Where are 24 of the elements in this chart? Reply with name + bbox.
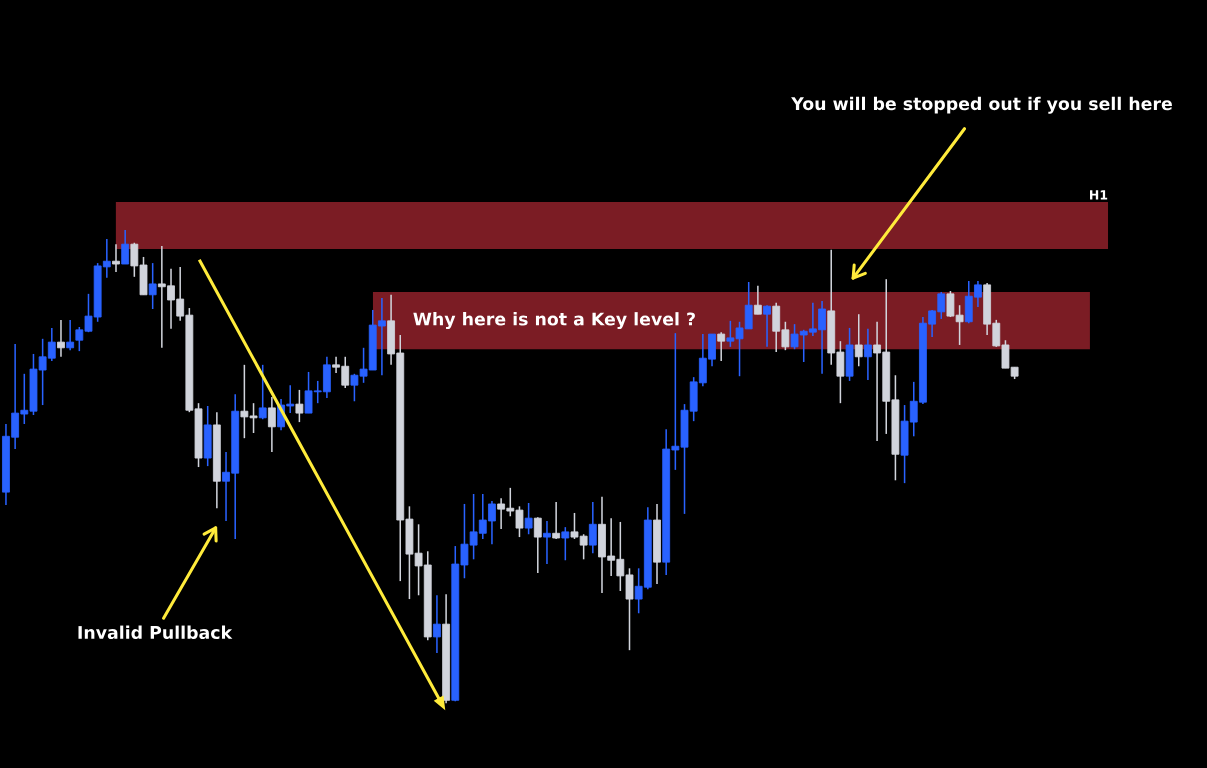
candlestick [588,501,597,554]
candlestick [295,389,304,423]
candlestick [66,319,75,351]
candlestick [57,319,65,358]
candlestick [121,229,130,265]
candlestick [561,526,570,562]
candlestick [148,262,157,310]
candlestick [753,285,762,315]
candlestick [524,502,533,536]
candlestick [112,243,120,273]
candlestick [533,516,542,574]
annotation: Invalid Pullback [78,625,233,640]
band-label: Why here is not a Key level ? [413,312,695,330]
candlestick [717,331,726,362]
text: You will be stopped out if you sell here [791,96,1172,114]
candlestick [854,313,863,368]
candlestick [552,501,561,540]
candlestick [864,328,872,381]
candlestick [258,364,267,421]
candlestick [267,396,276,453]
band-label: H1 [1090,190,1108,200]
candlestick [543,520,551,565]
candlestick [433,594,441,654]
candlestick [763,304,771,348]
